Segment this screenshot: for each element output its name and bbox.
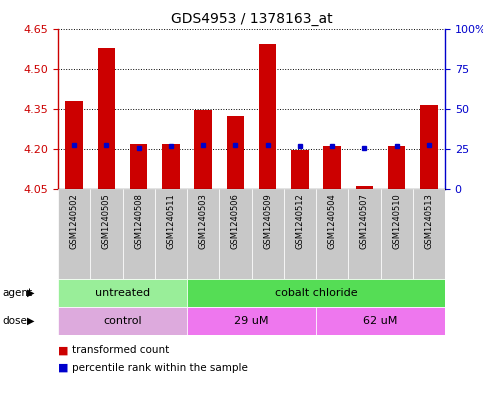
Bar	[252, 189, 284, 279]
Bar	[355, 186, 373, 189]
Text: GSM1240503: GSM1240503	[199, 193, 208, 249]
Bar	[284, 189, 316, 279]
Text: GSM1240508: GSM1240508	[134, 193, 143, 249]
Bar	[348, 189, 381, 279]
Bar	[130, 143, 147, 189]
Text: 29 uM: 29 uM	[234, 316, 269, 326]
Text: dose: dose	[2, 316, 28, 326]
Bar	[65, 101, 83, 189]
Bar	[413, 189, 445, 279]
Title: GDS4953 / 1378163_at: GDS4953 / 1378163_at	[170, 12, 332, 26]
Text: GSM1240512: GSM1240512	[296, 193, 304, 249]
Bar	[187, 189, 219, 279]
Bar	[316, 189, 348, 279]
Bar	[58, 189, 90, 279]
Text: untreated: untreated	[95, 288, 150, 298]
Bar	[162, 143, 180, 189]
Text: GSM1240504: GSM1240504	[327, 193, 337, 249]
Text: GSM1240505: GSM1240505	[102, 193, 111, 249]
Bar	[219, 189, 252, 279]
Bar	[316, 307, 445, 335]
Text: ▶: ▶	[27, 288, 34, 298]
Text: GSM1240511: GSM1240511	[166, 193, 175, 249]
Bar	[187, 307, 316, 335]
Bar	[388, 146, 406, 189]
Text: GSM1240509: GSM1240509	[263, 193, 272, 249]
Text: ▶: ▶	[27, 316, 34, 326]
Text: GSM1240502: GSM1240502	[70, 193, 79, 249]
Bar	[90, 189, 123, 279]
Bar	[259, 44, 276, 189]
Text: transformed count: transformed count	[72, 345, 170, 355]
Bar	[323, 146, 341, 189]
Text: control: control	[103, 316, 142, 326]
Bar	[98, 48, 115, 189]
Bar	[187, 279, 445, 307]
Text: ■: ■	[58, 363, 69, 373]
Bar	[291, 150, 309, 189]
Bar	[194, 110, 212, 189]
Bar	[420, 105, 438, 189]
Text: 62 uM: 62 uM	[363, 316, 398, 326]
Text: cobalt chloride: cobalt chloride	[275, 288, 357, 298]
Bar	[155, 189, 187, 279]
Text: ■: ■	[58, 345, 69, 355]
Bar	[123, 189, 155, 279]
Bar	[58, 279, 187, 307]
Text: GSM1240513: GSM1240513	[425, 193, 433, 249]
Text: percentile rank within the sample: percentile rank within the sample	[72, 363, 248, 373]
Bar	[227, 116, 244, 189]
Text: GSM1240510: GSM1240510	[392, 193, 401, 249]
Text: GSM1240506: GSM1240506	[231, 193, 240, 249]
Bar	[381, 189, 413, 279]
Bar	[58, 307, 187, 335]
Text: agent: agent	[2, 288, 32, 298]
Text: GSM1240507: GSM1240507	[360, 193, 369, 249]
